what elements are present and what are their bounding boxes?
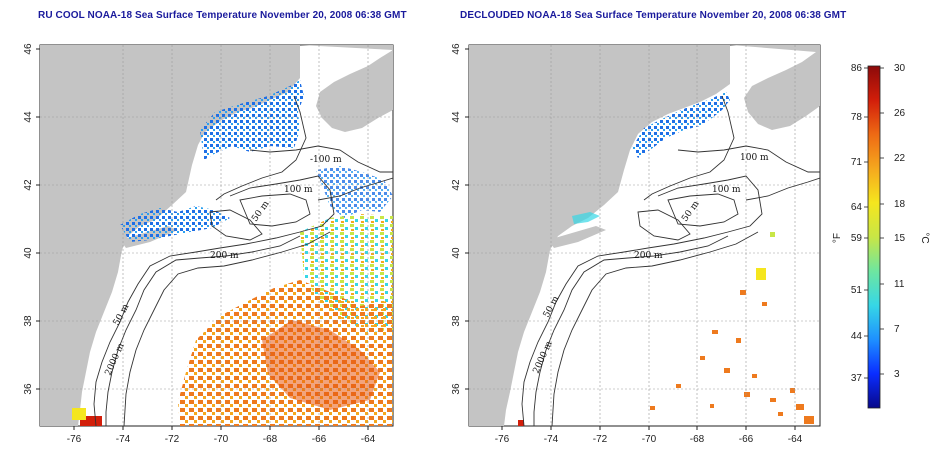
colorbar: 86 78 71 64 59 51 44 37 30 26 22 18 15 1…: [832, 63, 930, 409]
colorbar-f-tick-3: 64: [851, 202, 863, 213]
right-map-sst-warm-patches: [650, 290, 814, 424]
left-y-tick-4: 38: [23, 315, 34, 327]
right-map-y-axis: 46 44 42 40 38 36: [451, 43, 469, 395]
colorbar-f-tick-0: 86: [851, 63, 863, 74]
left-map-sst-georges: [316, 166, 393, 218]
left-isobath-label-3: 200 m: [210, 251, 239, 261]
colorbar-gradient: [867, 65, 881, 409]
left-isobath-label-1: 100 m: [284, 185, 313, 195]
right-x-tick-3: -70: [642, 434, 657, 445]
left-x-tick-2: -72: [165, 434, 180, 445]
right-map-land-mainland: [469, 45, 730, 426]
right-y-tick-3: 40: [451, 247, 462, 259]
left-map-land-mainland: [40, 45, 300, 426]
left-y-tick-2: 42: [23, 179, 34, 191]
left-map-x-axis: -76 -74 -72 -70 -68 -66 -64: [67, 426, 376, 445]
right-isobath-label-1: 100 m: [712, 185, 741, 195]
left-x-tick-1: -74: [116, 434, 131, 445]
right-y-tick-1: 44: [451, 111, 462, 123]
left-x-tick-4: -68: [263, 434, 278, 445]
colorbar-c-tick-3: 18: [894, 199, 906, 210]
left-y-tick-3: 40: [23, 247, 34, 259]
right-x-tick-6: -64: [788, 434, 803, 445]
right-map: 100 m 100 m 50 m 200 m 50 m 2000 m: [468, 44, 821, 427]
right-isobath-label-3: 200 m: [634, 251, 663, 261]
right-y-tick-5: 36: [451, 383, 462, 395]
left-map: -100 m 100 m 50 m 200 m 50 m 2000 m: [39, 44, 394, 427]
right-map-isobaths: [521, 95, 820, 426]
colorbar-f-tick-2: 71: [851, 157, 863, 168]
right-x-tick-0: -76: [495, 434, 510, 445]
right-map-sst-shelf: [572, 212, 600, 224]
left-map-sst-warm-core: [262, 320, 380, 410]
left-map-sst-shelf-blue: [120, 206, 230, 242]
right-y-tick-2: 42: [451, 179, 462, 191]
colorbar-ticks: [864, 67, 884, 379]
right-y-tick-0: 46: [451, 43, 462, 55]
colorbar-f-tick-6: 44: [851, 331, 863, 342]
colorbar-f-unit: °F: [832, 233, 843, 243]
left-map-isobaths: [93, 95, 393, 426]
right-isobath-label-0: 100 m: [740, 153, 769, 163]
colorbar-c-unit: °C: [919, 232, 930, 243]
left-x-tick-5: -66: [312, 434, 327, 445]
left-isobath-label-0: -100 m: [310, 155, 342, 165]
left-y-tick-0: 46: [23, 43, 34, 55]
right-map-sst-gulf-of-maine: [632, 92, 730, 158]
colorbar-c-tick-2: 22: [894, 153, 906, 164]
right-map-land-longisland: [548, 226, 606, 248]
left-y-tick-5: 36: [23, 383, 34, 395]
right-x-tick-1: -74: [544, 434, 559, 445]
right-map-land-novascotia: [730, 45, 820, 130]
right-x-tick-5: -66: [739, 434, 754, 445]
left-map-y-axis: 46 44 42 40 38 36: [23, 43, 40, 395]
right-map-sst-hatteras: [518, 420, 524, 426]
right-y-tick-4: 38: [451, 315, 462, 327]
colorbar-f-tick-7: 37: [851, 373, 863, 384]
colorbar-f-tick-5: 51: [851, 285, 863, 296]
right-map-x-axis: -76 -74 -72 -70 -68 -66 -64: [495, 426, 803, 445]
colorbar-c-tick-4: 15: [894, 233, 906, 244]
right-x-tick-2: -72: [593, 434, 608, 445]
left-map-land-novascotia: [300, 45, 393, 132]
right-map-grid: [469, 45, 820, 426]
colorbar-c-tick-6: 7: [894, 324, 900, 335]
left-map-sst-hatteras-red: [80, 416, 102, 426]
right-map-sst-spot-green: [770, 232, 775, 237]
left-y-tick-1: 44: [23, 111, 34, 123]
left-map-sst-hatteras-yellow: [72, 408, 86, 420]
left-x-tick-3: -70: [214, 434, 229, 445]
left-x-tick-6: -64: [361, 434, 376, 445]
colorbar-c-tick-7: 3: [894, 369, 900, 380]
colorbar-c-tick-0: 30: [894, 63, 906, 74]
left-map-title: RU COOL NOAA-18 Sea Surface Temperature …: [38, 10, 407, 21]
left-map-grid: [40, 45, 393, 426]
right-map-title: DECLOUDED NOAA-18 Sea Surface Temperatur…: [460, 10, 847, 21]
colorbar-f-tick-1: 78: [851, 112, 863, 123]
colorbar-c-tick-5: 11: [894, 279, 905, 290]
right-x-tick-4: -68: [690, 434, 705, 445]
left-map-sst-gulf-of-maine: [200, 80, 304, 160]
colorbar-f-tick-4: 59: [851, 233, 863, 244]
left-x-tick-0: -76: [67, 434, 82, 445]
colorbar-c-tick-1: 26: [894, 108, 906, 119]
right-map-sst-spot-yellow: [756, 268, 766, 280]
